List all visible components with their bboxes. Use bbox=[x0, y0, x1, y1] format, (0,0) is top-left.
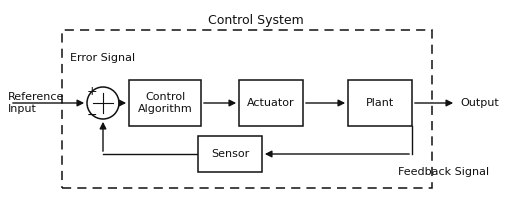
Text: Output: Output bbox=[460, 98, 499, 108]
Bar bbox=[62, 30, 432, 188]
Text: Error Signal: Error Signal bbox=[71, 53, 136, 63]
Bar bbox=[239, 80, 303, 126]
Text: −: − bbox=[87, 109, 97, 122]
Bar bbox=[198, 136, 262, 172]
Text: Actuator: Actuator bbox=[247, 98, 295, 108]
Text: +: + bbox=[87, 84, 97, 97]
Text: Reference
Input: Reference Input bbox=[8, 92, 65, 114]
Text: Plant: Plant bbox=[366, 98, 394, 108]
Text: Control System: Control System bbox=[208, 14, 304, 27]
Text: Sensor: Sensor bbox=[211, 149, 249, 159]
Bar bbox=[348, 80, 412, 126]
Text: Control
Algorithm: Control Algorithm bbox=[138, 92, 193, 114]
Text: Feedback Signal: Feedback Signal bbox=[398, 167, 489, 177]
Circle shape bbox=[87, 87, 119, 119]
Bar bbox=[129, 80, 201, 126]
